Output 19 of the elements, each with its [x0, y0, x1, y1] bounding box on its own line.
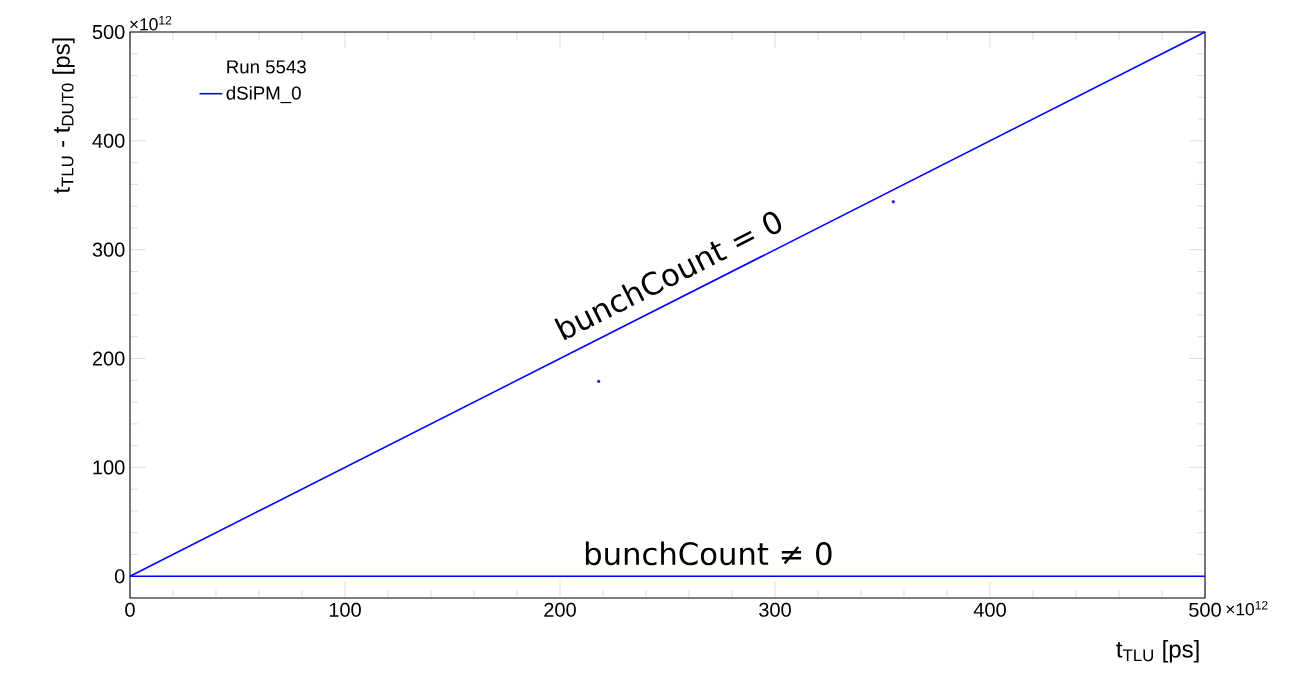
x-tick-label: 100 — [329, 602, 361, 617]
x-tick-label: 0 — [125, 602, 135, 617]
y-tick-label: 100 — [93, 460, 125, 475]
x-tick-label: 400 — [973, 602, 1006, 617]
y-tick-label: 400 — [92, 133, 125, 148]
legend-label: dSiPM_0 — [226, 85, 301, 104]
y-tick-label: 200 — [92, 351, 125, 366]
x-tick-label: 300 — [759, 602, 791, 617]
annotation: bunchCount ≠ 0 — [585, 541, 832, 566]
x-tick-label: 500 — [1189, 602, 1221, 617]
text: ×10$^{12}$ — [1226, 600, 1268, 616]
y-tick-label: 300 — [92, 242, 125, 257]
y-axis-title: t$_{TLU}$ - t$_{DUT0}$ [ps] — [52, 38, 75, 194]
text: ×10$^{12}$ — [130, 15, 172, 31]
x-tick-label: 200 — [544, 602, 576, 617]
y-tick-label: 500 — [92, 24, 125, 40]
y-tick-label: 0 — [114, 569, 125, 584]
x-axis-title: t$_{TLU}$ [ps] — [1116, 640, 1199, 663]
legend-title: Run 5543 — [227, 60, 306, 74]
